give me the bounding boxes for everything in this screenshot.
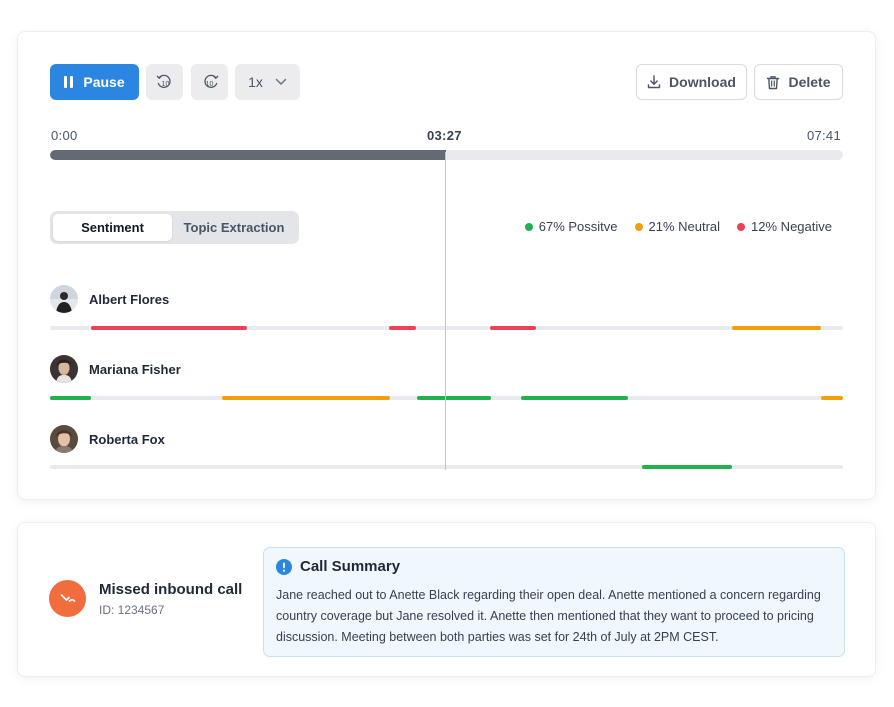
call-id: ID: 1234567 (99, 603, 165, 617)
legend-neutral-label: 21% Neutral (648, 219, 721, 234)
progress-bar[interactable] (50, 150, 843, 160)
chevron-down-icon (275, 78, 287, 85)
rewind-10-button[interactable]: 10 (146, 64, 183, 100)
positive-segment (50, 396, 91, 400)
rewind-10-icon: 10 (156, 74, 171, 88)
sentiment-lane-albert-flores (50, 326, 843, 330)
rewind-10-text: 10 (161, 81, 169, 88)
avatar-albert-flores (50, 285, 78, 313)
neutral-segment (821, 396, 843, 400)
neutral-segment (732, 326, 821, 330)
negative-dot-icon (737, 222, 746, 231)
avatar-roberta-fox (50, 425, 78, 453)
negative-segment (91, 326, 247, 330)
speaker-roberta-fox: Roberta Fox (50, 425, 165, 453)
speaker-name: Mariana Fisher (89, 361, 181, 377)
audio-player-card: Pause 10 10 1x Download (17, 31, 876, 500)
positive-segment (642, 465, 732, 469)
tab-sentiment[interactable]: Sentiment (53, 214, 172, 241)
speaker-name: Albert Flores (89, 291, 170, 307)
tab-topic-extraction[interactable]: Topic Extraction (183, 220, 285, 235)
progress-fill (50, 150, 446, 160)
info-icon (276, 558, 292, 575)
negative-segment (490, 326, 536, 330)
time-start: 0:00 (51, 128, 78, 143)
sentiment-lane-mariana-fisher (50, 396, 843, 400)
missed-call-icon (49, 580, 86, 617)
summary-header: Call Summary (276, 558, 832, 575)
call-title: Missed inbound call (99, 581, 243, 598)
download-label: Download (669, 74, 736, 90)
speaker-mariana-fisher: Mariana Fisher (50, 355, 181, 383)
legend-neutral: 21% Neutral (634, 219, 721, 234)
download-icon (647, 75, 661, 89)
pause-label: Pause (83, 74, 125, 90)
summary-title: Call Summary (300, 558, 401, 575)
pause-icon (64, 76, 74, 88)
sentiment-lane-roberta-fox (50, 465, 843, 469)
neutral-dot-icon (634, 222, 643, 231)
summary-box: Call Summary Jane reached out to Anette … (263, 547, 845, 657)
positive-segment (521, 396, 628, 400)
legend-positive-label: 67% Possitve (538, 219, 618, 234)
analysis-tabs: Sentiment Topic Extraction (50, 211, 299, 244)
avatar-mariana-fisher (50, 355, 78, 383)
trash-icon (767, 75, 780, 89)
time-current: 03:27 (427, 128, 462, 143)
legend-negative-label: 12% Negative (751, 219, 832, 234)
sentiment-legend: 67% Possitve 21% Neutral 12% Negative (524, 219, 832, 234)
legend-negative: 12% Negative (737, 219, 832, 234)
speaker-albert-flores: Albert Flores (50, 285, 169, 313)
positive-dot-icon (524, 222, 533, 231)
playhead-line[interactable] (445, 152, 446, 470)
neutral-segment (222, 396, 390, 400)
forward-10-button[interactable]: 10 (191, 64, 228, 100)
time-end: 07:41 (806, 128, 841, 143)
pause-button[interactable]: Pause (50, 64, 139, 100)
positive-segment (417, 396, 491, 400)
speaker-name: Roberta Fox (89, 431, 165, 447)
forward-10-text: 10 (205, 81, 213, 88)
legend-positive: 67% Possitve (524, 219, 618, 234)
call-summary-card: Missed inbound call ID: 1234567 Call Sum… (17, 522, 876, 677)
delete-button[interactable]: Delete (754, 64, 843, 100)
speed-value: 1x (248, 74, 263, 90)
download-button[interactable]: Download (636, 64, 747, 100)
negative-segment (389, 326, 416, 330)
delete-label: Delete (788, 74, 831, 90)
summary-text: Jane reached out to Anette Black regardi… (276, 588, 821, 644)
forward-10-icon: 10 (203, 74, 218, 88)
playback-speed-select[interactable]: 1x (235, 64, 300, 100)
